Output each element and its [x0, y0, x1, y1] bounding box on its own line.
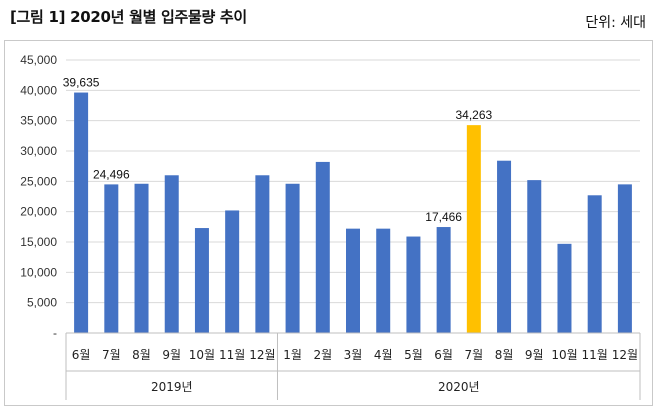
x-category-label: 5월: [404, 348, 423, 362]
y-tick-label: 30,000: [20, 144, 57, 158]
x-category-label: 11월: [219, 348, 245, 362]
bar: [527, 180, 542, 333]
bar: [285, 183, 300, 333]
bar: [617, 184, 632, 333]
x-category-label: 10월: [551, 348, 577, 362]
x-category-label: 7월: [464, 348, 483, 362]
bar: [315, 161, 330, 333]
bar: [225, 210, 240, 333]
y-tick-label: 35,000: [20, 114, 57, 128]
x-category-label: 4월: [374, 348, 393, 362]
data-label: 24,496: [93, 167, 130, 181]
x-category-label: 8월: [495, 348, 514, 362]
x-category-label: 6월: [72, 348, 91, 362]
bars: [74, 92, 632, 333]
x-category-label: 8월: [132, 348, 151, 362]
y-tick-label: 10,000: [20, 265, 57, 279]
x-category-label: 11월: [582, 348, 608, 362]
x-axis-groups: 2019년 2020년: [65, 332, 641, 400]
x-category-label: 9월: [525, 348, 544, 362]
y-tick-label: 25,000: [20, 174, 57, 188]
bar: [346, 228, 360, 333]
chart-frame: [4, 40, 653, 406]
bar: [194, 228, 209, 333]
bar: [134, 183, 149, 333]
x-group-label: 2020년: [438, 380, 480, 394]
bar: [497, 160, 512, 333]
x-group-label: 2019년: [151, 380, 193, 394]
y-tick-label: -: [53, 326, 57, 340]
bar: [587, 195, 602, 333]
bar: [104, 184, 119, 333]
y-tick-label: 45,000: [20, 53, 57, 67]
y-tick-label: 40,000: [20, 83, 57, 97]
y-tick-label: 5,000: [27, 296, 57, 310]
bar: [466, 125, 481, 333]
x-category-label: 7월: [102, 348, 121, 362]
bar: [164, 175, 179, 333]
x-category-label: 10월: [189, 348, 215, 362]
data-label: 39,635: [63, 76, 100, 90]
x-axis-categories: 6월 7월 8월 9월 10월 11월 12월 1월 2월 3월 4월 5월 6월 7월 8월 9월 10월 11…: [72, 348, 638, 362]
unit-label: 단위: 세대: [585, 15, 646, 31]
bar: [436, 227, 451, 333]
x-category-label: 12월: [612, 348, 638, 362]
x-category-label: 3월: [344, 348, 363, 362]
data-labels: 39,635 24,496 17,466 34,263: [63, 76, 493, 224]
chart-title: [그림 1] 2020년 월별 입주물량 추이: [10, 8, 247, 26]
bar: [74, 92, 89, 333]
bar: [376, 228, 391, 333]
x-category-label: 1월: [283, 348, 302, 362]
y-tick-label: 15,000: [20, 235, 57, 249]
y-axis-ticks: - 5,000 10,000 15,000 20,000 25,000 30,000 35,0…: [20, 53, 57, 340]
bar: [255, 175, 270, 333]
y-tick-label: 20,000: [20, 205, 57, 219]
x-category-label: 9월: [162, 348, 181, 362]
bar: [406, 236, 421, 333]
data-label: 34,263: [455, 108, 492, 122]
x-category-label: 6월: [434, 348, 453, 362]
x-category-label: 2월: [313, 348, 332, 362]
data-label: 17,466: [425, 210, 462, 224]
bar: [557, 243, 572, 333]
x-category-label: 12월: [249, 348, 275, 362]
